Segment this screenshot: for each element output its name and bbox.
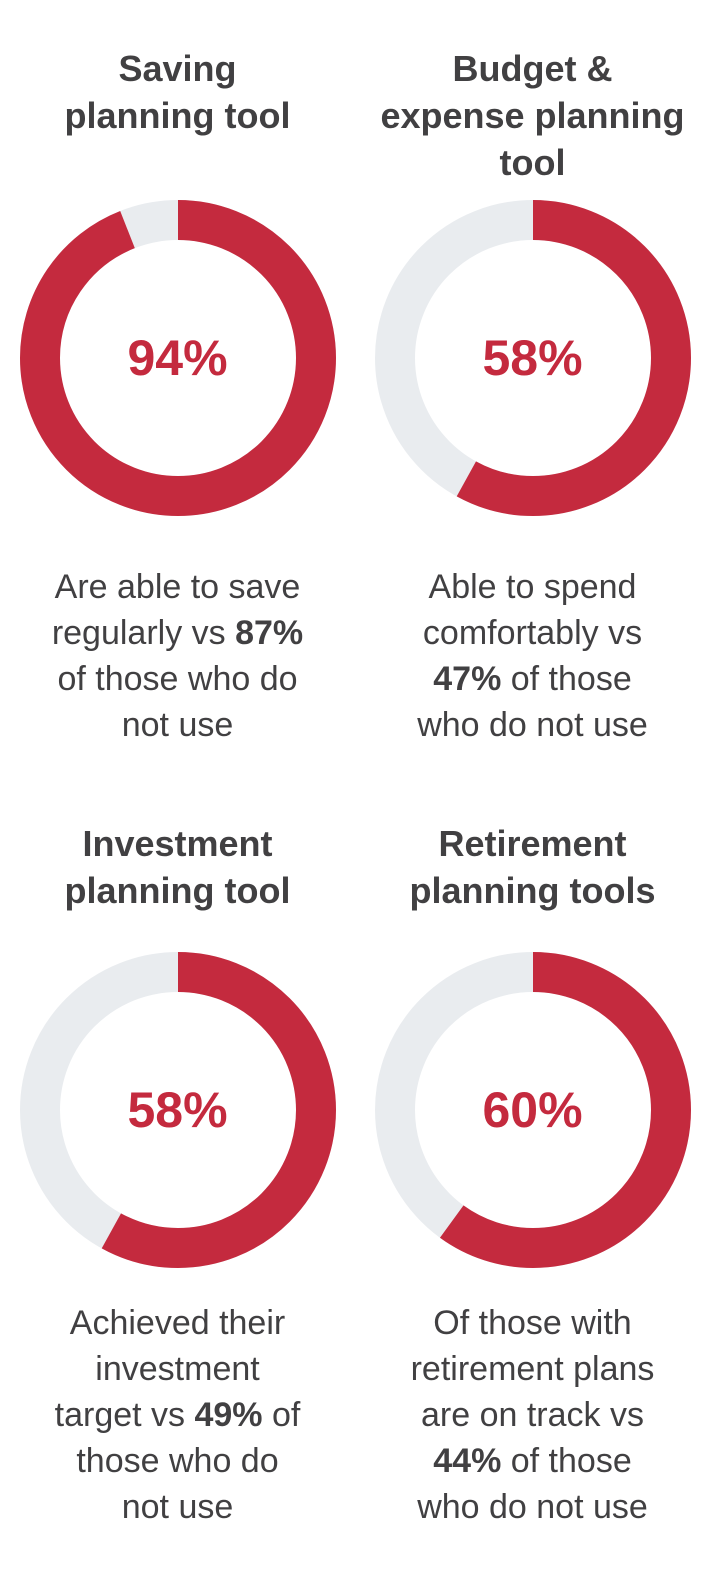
caption-text: of those who do not use bbox=[76, 1396, 301, 1526]
card-budget-expense-planning-tool: Budget & expense planning tool 58% Able … bbox=[355, 0, 710, 796]
card-investment-planning-tool: Investment planning tool 58% Achieved th… bbox=[0, 796, 355, 1592]
donut-chart-budget-expense: 58% bbox=[374, 200, 691, 516]
caption-text: Of those with retirement plans are on tr… bbox=[410, 1304, 655, 1434]
donut-svg bbox=[19, 952, 336, 1268]
caption-comparison-value: 87% bbox=[235, 614, 304, 652]
donut-chart-investment: 58% bbox=[19, 952, 336, 1268]
caption-text: Achieved their investment target vs bbox=[54, 1304, 286, 1434]
card-title: Saving planning tool bbox=[64, 48, 291, 136]
donut-value-arc bbox=[19, 200, 336, 516]
card-title: Budget & expense planning tool bbox=[380, 48, 685, 183]
card-retirement-planning-tools: Retirement planning tools 60% Of those w… bbox=[355, 796, 710, 1592]
caption-comparison-value: 49% bbox=[194, 1396, 263, 1434]
card-saving-planning-tool: Saving planning tool 94% Are able to sav… bbox=[0, 0, 355, 796]
card-caption: Are able to save regularly vs 87% of tho… bbox=[52, 564, 303, 748]
donut-value-arc bbox=[19, 952, 336, 1268]
donut-value-arc bbox=[374, 952, 691, 1268]
donut-chart-retirement: 60% bbox=[374, 952, 691, 1268]
card-title: Investment planning tool bbox=[64, 823, 291, 911]
caption-text: of those who do not use bbox=[417, 660, 648, 744]
caption-text: Are able to save regularly vs bbox=[51, 568, 301, 652]
donut-chart-saving: 94% bbox=[19, 200, 336, 516]
card-caption: Able to spend comfortably vs 47% of thos… bbox=[417, 564, 648, 748]
caption-comparison-value: 47% bbox=[433, 660, 502, 698]
caption-text: Able to spend comfortably vs bbox=[422, 568, 643, 652]
caption-text: of those who do not use bbox=[57, 660, 298, 744]
card-caption: Of those with retirement plans are on tr… bbox=[411, 1300, 655, 1530]
card-title: Retirement planning tools bbox=[409, 823, 656, 911]
donut-svg bbox=[374, 200, 691, 516]
card-caption: Achieved their investment target vs 49% … bbox=[55, 1300, 301, 1530]
donut-svg bbox=[374, 952, 691, 1268]
caption-comparison-value: 44% bbox=[433, 1442, 502, 1480]
donut-svg bbox=[19, 200, 336, 516]
donut-value-arc bbox=[374, 200, 691, 516]
caption-text: of those who do not use bbox=[417, 1442, 648, 1526]
